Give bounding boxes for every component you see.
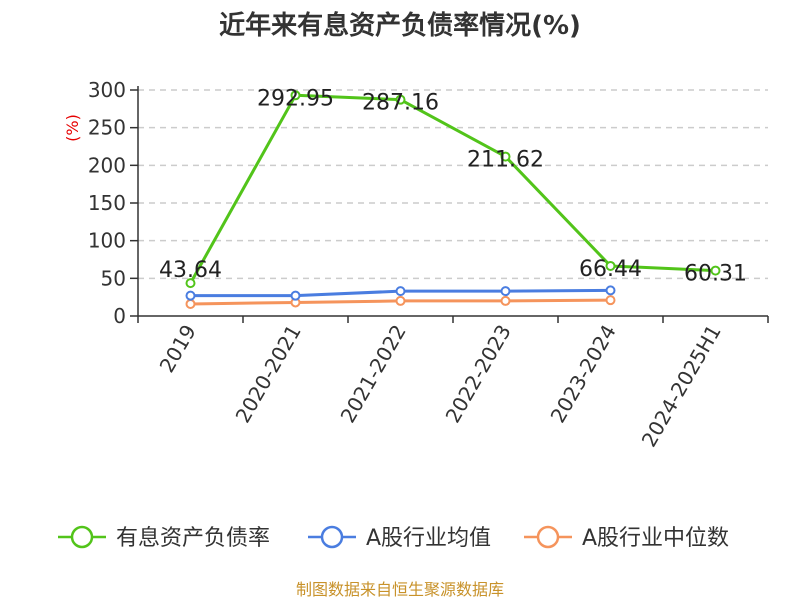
legend-item[interactable]: A股行业中位数 (524, 525, 729, 551)
data-point[interactable] (605, 285, 616, 296)
legend-swatch-marker (536, 525, 560, 549)
x-tick-label: 2022-2023 (441, 321, 516, 427)
legend-item[interactable]: A股行业均值 (308, 525, 491, 551)
series-line (189, 93, 716, 284)
y-tick-label: 0 (113, 304, 126, 328)
legend-swatch-marker (70, 525, 94, 549)
data-point[interactable] (395, 295, 406, 306)
data-point[interactable] (500, 151, 511, 162)
legend-item[interactable]: 有息资产负债率 (58, 525, 270, 551)
data-point[interactable] (290, 90, 301, 101)
data-label: 287.16 (362, 91, 439, 116)
legend-label: 有息资产负债率 (116, 526, 270, 551)
data-label: 292.95 (257, 86, 334, 111)
data-point[interactable] (185, 298, 196, 309)
y-tick-label: 200 (88, 153, 126, 177)
data-point[interactable] (605, 295, 616, 306)
y-tick-label: 50 (101, 266, 126, 290)
legend-label: A股行业均值 (366, 526, 491, 551)
data-point[interactable] (500, 295, 511, 306)
data-point[interactable] (185, 290, 196, 301)
data-label: 60.31 (684, 262, 747, 287)
source-note: 制图数据来自恒生聚源数据库 (296, 580, 504, 599)
y-axis-label: (%) (63, 114, 82, 142)
legend-swatch-marker (320, 525, 344, 549)
y-tick-label: 100 (88, 229, 126, 253)
x-tick-label: 2021-2022 (336, 321, 411, 427)
x-tick-label: 2024-2025H1 (637, 321, 726, 451)
y-tick-label: 150 (88, 191, 126, 215)
x-tick-label: 2023-2024 (546, 321, 621, 427)
data-point[interactable] (395, 94, 406, 105)
y-tick-label: 250 (88, 116, 126, 140)
data-point[interactable] (185, 278, 196, 289)
data-label: 211.62 (467, 148, 544, 173)
grid (138, 89, 768, 280)
x-tick-label: 2019 (155, 321, 201, 377)
legend-label: A股行业中位数 (582, 526, 729, 551)
x-tick-label: 2020-2021 (231, 321, 306, 427)
legend[interactable]: 有息资产负债率 A股行业均值 A股行业中位数 (58, 525, 729, 551)
data-label: 43.64 (159, 258, 222, 283)
series-layer (185, 90, 721, 309)
chart-title: 近年来有息资产负债率情况(%) (219, 10, 581, 41)
data-point[interactable] (395, 286, 406, 297)
data-label: 66.44 (579, 257, 642, 282)
data-point[interactable] (710, 265, 721, 276)
data-point[interactable] (605, 260, 616, 271)
data-labels: 43.64 292.95 287.16 211.62 66.44 60.31 (159, 86, 747, 286)
data-point[interactable] (290, 290, 301, 301)
y-tick-label: 300 (88, 78, 126, 102)
data-point[interactable] (500, 286, 511, 297)
